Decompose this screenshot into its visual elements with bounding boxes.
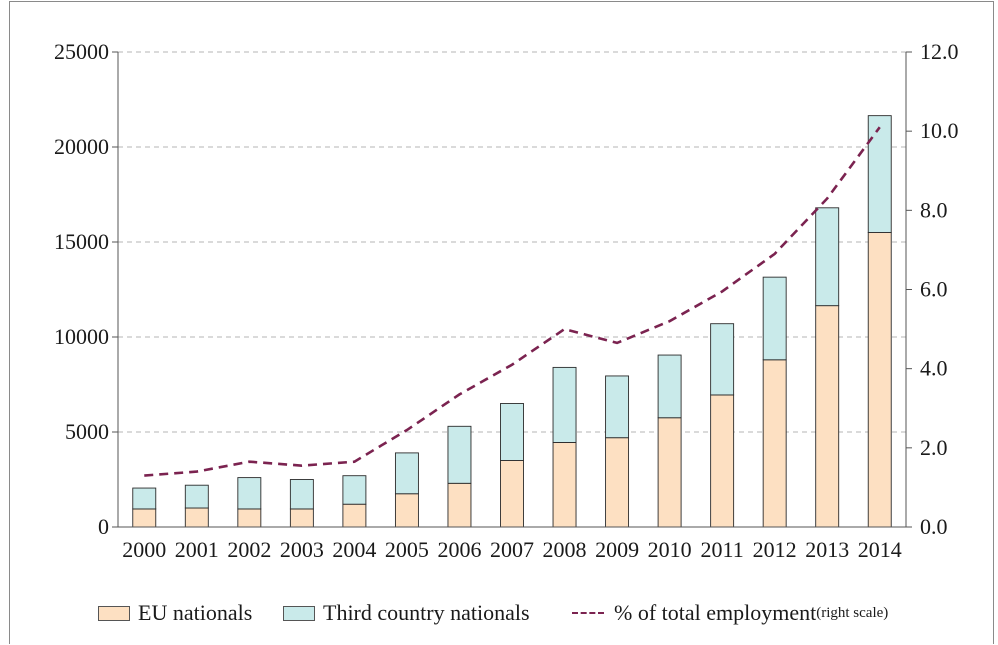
y-tick-label-left: 25000	[54, 39, 109, 64]
bar-eu-2006	[447, 482, 472, 528]
y-tick-label-left: 0	[98, 514, 109, 539]
x-tick-label: 2012	[753, 537, 797, 562]
bar-third-country-2003	[289, 479, 314, 510]
bar-third-country-2011	[710, 323, 735, 396]
legend-label-line: % of total employment	[614, 600, 817, 625]
line-total-employment	[144, 126, 881, 477]
legend-item-line: % of total employment (right scale)	[572, 598, 888, 628]
bar-eu-2014	[867, 232, 892, 528]
bar-eu-2010	[657, 417, 682, 528]
y-tick-label-right: 10.0	[920, 118, 959, 143]
bar-eu-2002	[237, 508, 262, 528]
y-tick-label-right: 6.0	[920, 277, 948, 302]
bar-eu-2005	[394, 493, 419, 528]
bar-eu-2013	[815, 305, 840, 528]
gridlines	[118, 51, 906, 433]
x-tick-label: 2010	[648, 537, 692, 562]
bar-eu-2007	[500, 460, 524, 528]
bar-eu-2008	[552, 442, 577, 528]
legend-item-eu: EU nationals	[98, 598, 252, 628]
x-tick-label: 2004	[332, 537, 376, 562]
x-tick-label: 2002	[227, 537, 271, 562]
bar-eu-2003	[289, 508, 314, 528]
x-tick-label: 2001	[175, 537, 219, 562]
y-tick-label-left: 5000	[65, 419, 109, 444]
legend-swatch-third-country	[283, 605, 315, 621]
bar-third-country-2004	[342, 475, 367, 505]
y-tick-label-right: 2.0	[920, 435, 948, 460]
bar-third-country-2013	[815, 207, 840, 307]
y-tick-label-right: 0.0	[920, 514, 948, 539]
x-tick-label: 2005	[385, 537, 429, 562]
y-tick-label-left: 15000	[54, 229, 109, 254]
legend-item-third-country: Third country nationals	[283, 598, 530, 628]
bar-third-country-2005	[394, 452, 419, 495]
bar-eu-2012	[762, 359, 787, 528]
x-tick-label: 2009	[595, 537, 639, 562]
bar-third-country-2014	[867, 115, 892, 233]
bar-third-country-2006	[447, 425, 472, 484]
y-tick-label-left: 20000	[54, 134, 109, 159]
bar-eu-2011	[710, 394, 735, 528]
bar-third-country-2010	[657, 354, 682, 419]
legend-label-line-suffix: (right scale)	[816, 604, 889, 621]
y-tick-label-right: 12.0	[920, 39, 959, 64]
bar-third-country-2012	[762, 276, 787, 361]
bar-eu-2009	[605, 437, 630, 528]
legend-swatch-eu	[98, 605, 130, 621]
chart-frame	[9, 1, 994, 644]
y-tick-label-right: 4.0	[920, 356, 948, 381]
x-tick-label: 2008	[543, 537, 587, 562]
bar-third-country-2007	[500, 403, 524, 461]
x-tick-label: 2003	[280, 537, 324, 562]
legend-label-third-country: Third country nationals	[323, 600, 530, 625]
x-tick-label: 2000	[122, 537, 166, 562]
bar-third-country-2002	[237, 477, 262, 510]
legend-label-eu: EU nationals	[138, 600, 253, 625]
bar-third-country-2008	[552, 366, 577, 443]
bar-third-country-2001	[184, 484, 209, 509]
bars	[132, 115, 892, 528]
y-tick-label-right: 8.0	[920, 197, 948, 222]
legend-swatch-line	[572, 612, 604, 614]
x-tick-label: 2011	[701, 537, 744, 562]
x-tick-label: 2013	[805, 537, 849, 562]
y-tick-label-left: 10000	[54, 324, 109, 349]
bar-eu-2001	[184, 507, 209, 528]
tick-labels: 0 5000 10000 15000 20000 25000 0.0 2.0 4.0 6.0 8.0…	[54, 39, 959, 562]
line-series	[144, 126, 881, 477]
x-tick-label: 2014	[858, 537, 902, 562]
bar-third-country-2009	[605, 375, 630, 439]
axes	[112, 51, 912, 528]
x-tick-label: 2006	[437, 537, 481, 562]
bar-eu-2004	[342, 503, 367, 528]
bar-eu-2000	[132, 508, 157, 528]
x-tick-label: 2007	[490, 537, 534, 562]
bar-third-country-2000	[132, 487, 157, 510]
